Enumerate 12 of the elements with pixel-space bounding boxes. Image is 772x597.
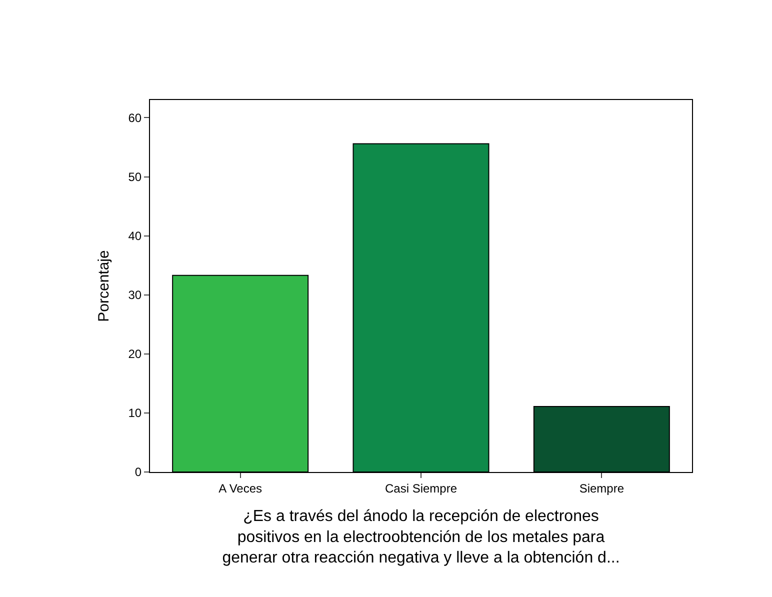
x-tick-label: Siempre bbox=[579, 481, 624, 496]
y-tick-label: 30 bbox=[128, 288, 142, 302]
x-tick-label: A Veces bbox=[218, 481, 262, 496]
y-tick-label: 50 bbox=[128, 170, 142, 184]
y-tick-label: 60 bbox=[128, 110, 142, 125]
y-tick-label: 0 bbox=[134, 465, 142, 480]
y-tick-label: 10 bbox=[128, 406, 142, 420]
x-tick-label: Casi Siempre bbox=[384, 481, 458, 496]
y-tick-label: 20 bbox=[128, 347, 142, 362]
y-axis-title: Porcentaje bbox=[95, 250, 112, 322]
x-axis-title: ¿Es a través del ánodo la recepción de electrones positivos en la electroobtención de los metales para generar otra reacción negativa y lleve a la obtención d... bbox=[222, 508, 620, 567]
y-tick-label: 40 bbox=[128, 229, 142, 244]
